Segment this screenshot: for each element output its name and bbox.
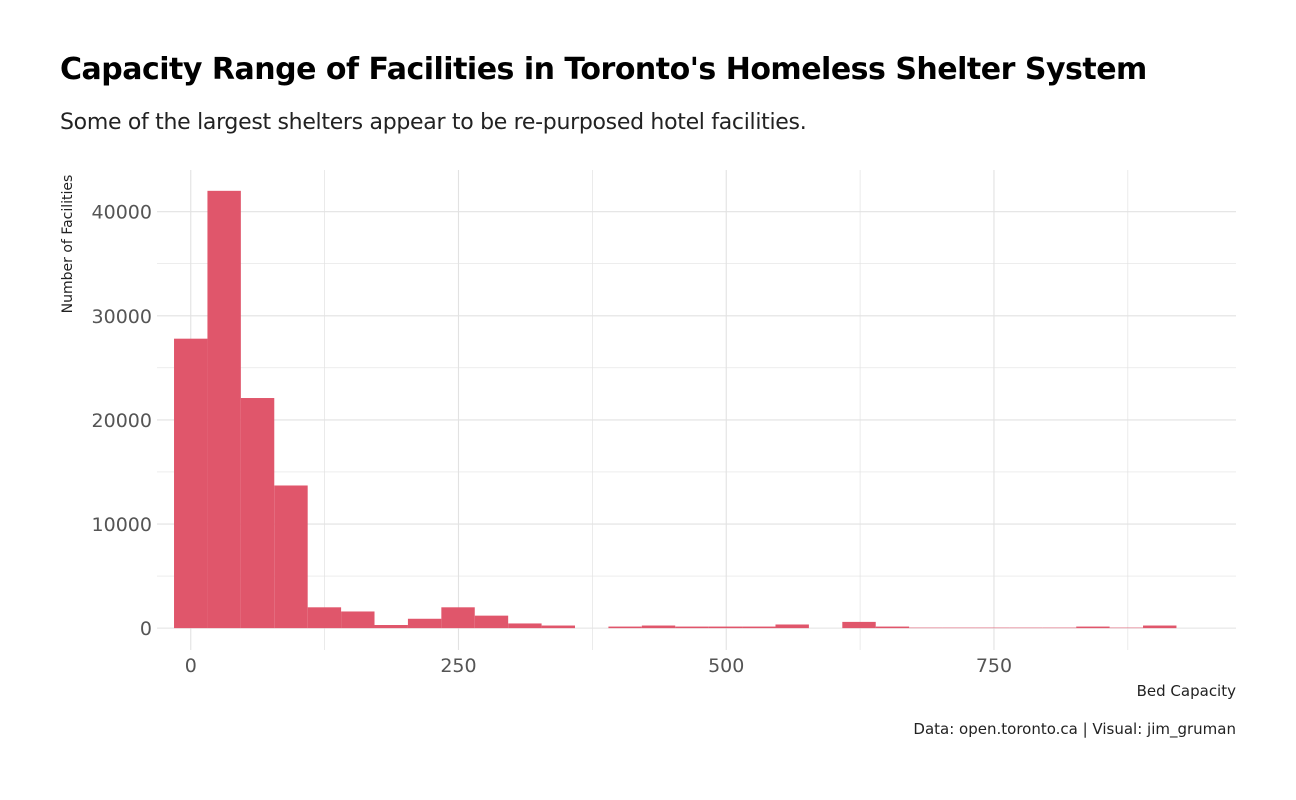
histogram-bar bbox=[407, 618, 442, 629]
histogram-bar bbox=[240, 398, 275, 629]
histogram-bar bbox=[441, 607, 475, 629]
histogram-bar bbox=[307, 607, 342, 629]
histogram-bar bbox=[975, 627, 1010, 629]
y-tick-label: 40000 bbox=[92, 202, 152, 224]
bar-layer bbox=[174, 190, 1177, 629]
histogram-bar bbox=[775, 624, 809, 629]
histogram-bar bbox=[909, 627, 943, 629]
y-tick-label: 30000 bbox=[92, 306, 152, 328]
histogram-bar bbox=[608, 626, 642, 629]
y-tick-label: 10000 bbox=[92, 514, 152, 536]
x-tick-label: 750 bbox=[976, 655, 1012, 677]
histogram-bar bbox=[742, 626, 776, 629]
x-tick-label: 500 bbox=[708, 655, 744, 677]
x-tick-label: 0 bbox=[185, 655, 197, 677]
histogram-bar bbox=[541, 625, 575, 629]
chart-subtitle: Some of the largest shelters appear to b… bbox=[60, 110, 807, 135]
histogram-bar bbox=[341, 611, 375, 629]
histogram-bar bbox=[508, 623, 542, 629]
histogram-bar bbox=[374, 625, 408, 629]
histogram-bar bbox=[1076, 626, 1110, 629]
x-tick-label: 250 bbox=[440, 655, 476, 677]
histogram-bar bbox=[842, 621, 876, 629]
y-tick-label: 20000 bbox=[92, 410, 152, 432]
y-tick-label: 0 bbox=[140, 618, 152, 640]
chart-title: Capacity Range of Facilities in Toronto'… bbox=[60, 52, 1147, 87]
histogram-bar bbox=[207, 190, 241, 629]
histogram-bar bbox=[1042, 627, 1077, 629]
x-axis-label: Bed Capacity bbox=[1136, 682, 1236, 700]
histogram-bar bbox=[1143, 625, 1177, 629]
chart-caption: Data: open.toronto.ca | Visual: jim_grum… bbox=[913, 720, 1236, 738]
grid-layer bbox=[157, 170, 1236, 650]
histogram-bar bbox=[274, 485, 308, 629]
histogram-bar bbox=[474, 615, 509, 629]
histogram-bar bbox=[1109, 627, 1144, 629]
histogram-bar bbox=[875, 626, 910, 629]
histogram-bar bbox=[942, 627, 976, 629]
histogram-bar bbox=[1009, 627, 1043, 629]
histogram-bar bbox=[174, 338, 208, 629]
histogram-bar bbox=[675, 626, 709, 629]
tick-label-layer: 0 250 500 750 0 10000 20000 30000 40000 bbox=[92, 202, 1013, 677]
histogram-bar bbox=[641, 625, 676, 629]
histogram-bar bbox=[708, 626, 743, 629]
